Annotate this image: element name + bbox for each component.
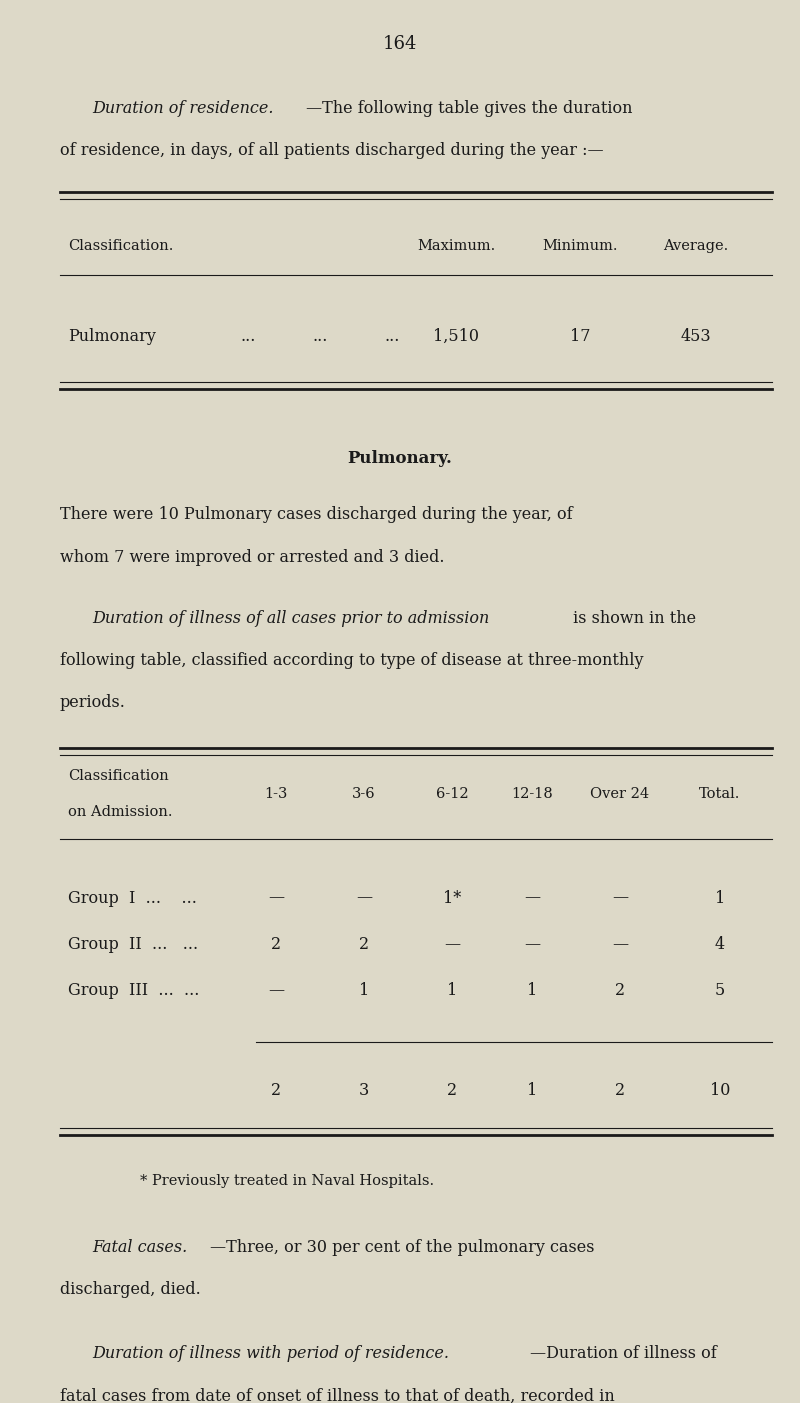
Text: —: —	[268, 982, 284, 999]
Text: 1: 1	[527, 982, 537, 999]
Text: —: —	[612, 936, 628, 953]
Text: 17: 17	[570, 328, 590, 345]
Text: Group  II  ...   ...: Group II ... ...	[68, 936, 198, 953]
Text: 2: 2	[447, 1082, 457, 1099]
Text: —: —	[268, 890, 284, 906]
Text: —: —	[444, 936, 460, 953]
Text: 1: 1	[527, 1082, 537, 1099]
Text: 2: 2	[615, 982, 625, 999]
Text: Duration of residence.: Duration of residence.	[92, 100, 274, 116]
Text: 1,510: 1,510	[433, 328, 479, 345]
Text: ...: ...	[240, 328, 256, 345]
Text: —: —	[524, 936, 540, 953]
Text: Duration of illness of all cases prior to admission: Duration of illness of all cases prior t…	[92, 610, 490, 627]
Text: 5: 5	[715, 982, 725, 999]
Text: periods.: periods.	[60, 694, 126, 711]
Text: 453: 453	[681, 328, 711, 345]
Text: There were 10 Pulmonary cases discharged during the year, of: There were 10 Pulmonary cases discharged…	[60, 506, 573, 523]
Text: 1*: 1*	[443, 890, 461, 906]
Text: 10: 10	[710, 1082, 730, 1099]
Text: Fatal cases.: Fatal cases.	[92, 1239, 187, 1256]
Text: 1: 1	[715, 890, 725, 906]
Text: Average.: Average.	[663, 239, 729, 253]
Text: on Admission.: on Admission.	[68, 805, 173, 819]
Text: 12-18: 12-18	[511, 787, 553, 801]
Text: whom 7 were improved or arrested and 3 died.: whom 7 were improved or arrested and 3 d…	[60, 549, 445, 565]
Text: —: —	[612, 890, 628, 906]
Text: of residence, in days, of all patients discharged during the year :—: of residence, in days, of all patients d…	[60, 142, 604, 159]
Text: 2: 2	[359, 936, 369, 953]
Text: Pulmonary.: Pulmonary.	[347, 450, 453, 467]
Text: 4: 4	[715, 936, 725, 953]
Text: Classification.: Classification.	[68, 239, 174, 253]
Text: —: —	[524, 890, 540, 906]
Text: —Duration of illness of: —Duration of illness of	[530, 1345, 717, 1362]
Text: 164: 164	[383, 35, 417, 53]
Text: Duration of illness with period of residence.: Duration of illness with period of resid…	[92, 1345, 449, 1362]
Text: 3-6: 3-6	[352, 787, 376, 801]
Text: 2: 2	[271, 1082, 281, 1099]
Text: Classification: Classification	[68, 769, 169, 783]
Text: 1: 1	[447, 982, 457, 999]
Text: Minimum.: Minimum.	[542, 239, 618, 253]
Text: Total.: Total.	[699, 787, 741, 801]
Text: following table, classified according to type of disease at three-monthly: following table, classified according to…	[60, 652, 643, 669]
Text: fatal cases from date of onset of illness to that of death, recorded in: fatal cases from date of onset of illnes…	[60, 1388, 614, 1403]
Text: Pulmonary: Pulmonary	[68, 328, 156, 345]
Text: Over 24: Over 24	[590, 787, 650, 801]
Text: * Previously treated in Naval Hospitals.: * Previously treated in Naval Hospitals.	[140, 1174, 434, 1188]
Text: 2: 2	[615, 1082, 625, 1099]
Text: is shown in the: is shown in the	[568, 610, 696, 627]
Text: Maximum.: Maximum.	[417, 239, 495, 253]
Text: ...: ...	[384, 328, 400, 345]
Text: discharged, died.: discharged, died.	[60, 1281, 201, 1298]
Text: Group  III  ...  ...: Group III ... ...	[68, 982, 199, 999]
Text: —: —	[356, 890, 372, 906]
Text: —The following table gives the duration: —The following table gives the duration	[306, 100, 633, 116]
Text: 2: 2	[271, 936, 281, 953]
Text: —Three, or 30 per cent of the pulmonary cases: —Three, or 30 per cent of the pulmonary …	[210, 1239, 595, 1256]
Text: 1-3: 1-3	[264, 787, 288, 801]
Text: Group  I  ...    ...: Group I ... ...	[68, 890, 197, 906]
Text: ...: ...	[312, 328, 328, 345]
Text: 6-12: 6-12	[436, 787, 468, 801]
Text: 1: 1	[359, 982, 369, 999]
Text: 3: 3	[359, 1082, 369, 1099]
